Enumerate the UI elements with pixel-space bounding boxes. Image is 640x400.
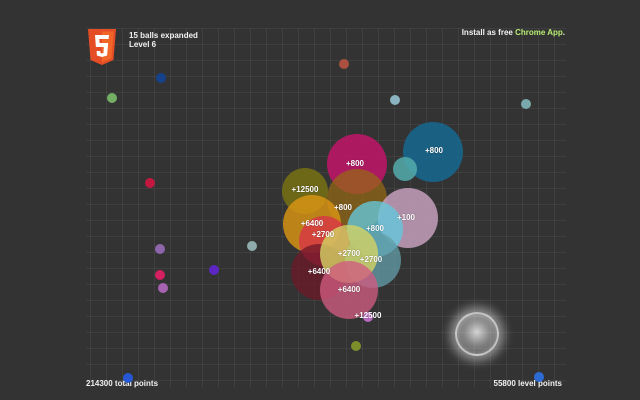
bottom-border	[0, 388, 640, 400]
left-border	[0, 0, 86, 400]
moving-ball	[521, 99, 531, 109]
moving-ball	[209, 265, 219, 275]
ball-score-label: +100	[396, 213, 416, 222]
ball-score-label: +2700	[337, 249, 361, 258]
chrome-app-link[interactable]: Chrome App	[515, 28, 563, 37]
moving-ball	[145, 178, 155, 188]
ball-score-label: +800	[424, 146, 444, 155]
total-points-text: 214300 total points	[86, 379, 159, 388]
moving-ball	[339, 59, 349, 69]
ball-score-label: +800	[345, 159, 365, 168]
moving-ball	[351, 341, 361, 351]
ball-score-label: +6400	[307, 267, 331, 276]
html5-logo-icon	[88, 29, 116, 65]
right-border	[566, 0, 640, 400]
ball-score-label: +6400	[300, 219, 324, 228]
ball-score-label: +12500	[354, 311, 382, 320]
level-text: Level 6	[129, 40, 157, 49]
expanded-ball	[363, 312, 373, 322]
install-suffix: .	[562, 28, 565, 37]
install-prefix: Install as free	[461, 28, 516, 37]
expanded-ball	[320, 261, 378, 319]
ball-score-label: +2700	[311, 230, 335, 239]
moving-ball	[247, 241, 257, 251]
ball-score-label: +800	[333, 203, 353, 212]
moving-ball	[107, 93, 117, 103]
moving-ball	[155, 270, 165, 280]
moving-ball	[390, 95, 400, 105]
expanded-ball	[393, 157, 417, 181]
ball-score-label: +800	[365, 224, 385, 233]
ball-score-label: +6400	[337, 285, 361, 294]
balls-expanded-text: 15 balls expanded	[129, 31, 198, 40]
moving-ball	[155, 244, 165, 254]
cursor-ball[interactable]	[455, 312, 499, 356]
moving-ball	[534, 372, 544, 382]
ball-score-label: +2700	[359, 255, 383, 264]
level-points-text: 55800 level points	[493, 379, 562, 388]
ball-score-label: +12500	[291, 185, 319, 194]
moving-ball	[123, 373, 133, 383]
moving-ball	[156, 73, 166, 83]
install-message: Install as free Chrome App.	[462, 28, 565, 37]
moving-ball	[158, 283, 168, 293]
top-border	[0, 0, 640, 28]
